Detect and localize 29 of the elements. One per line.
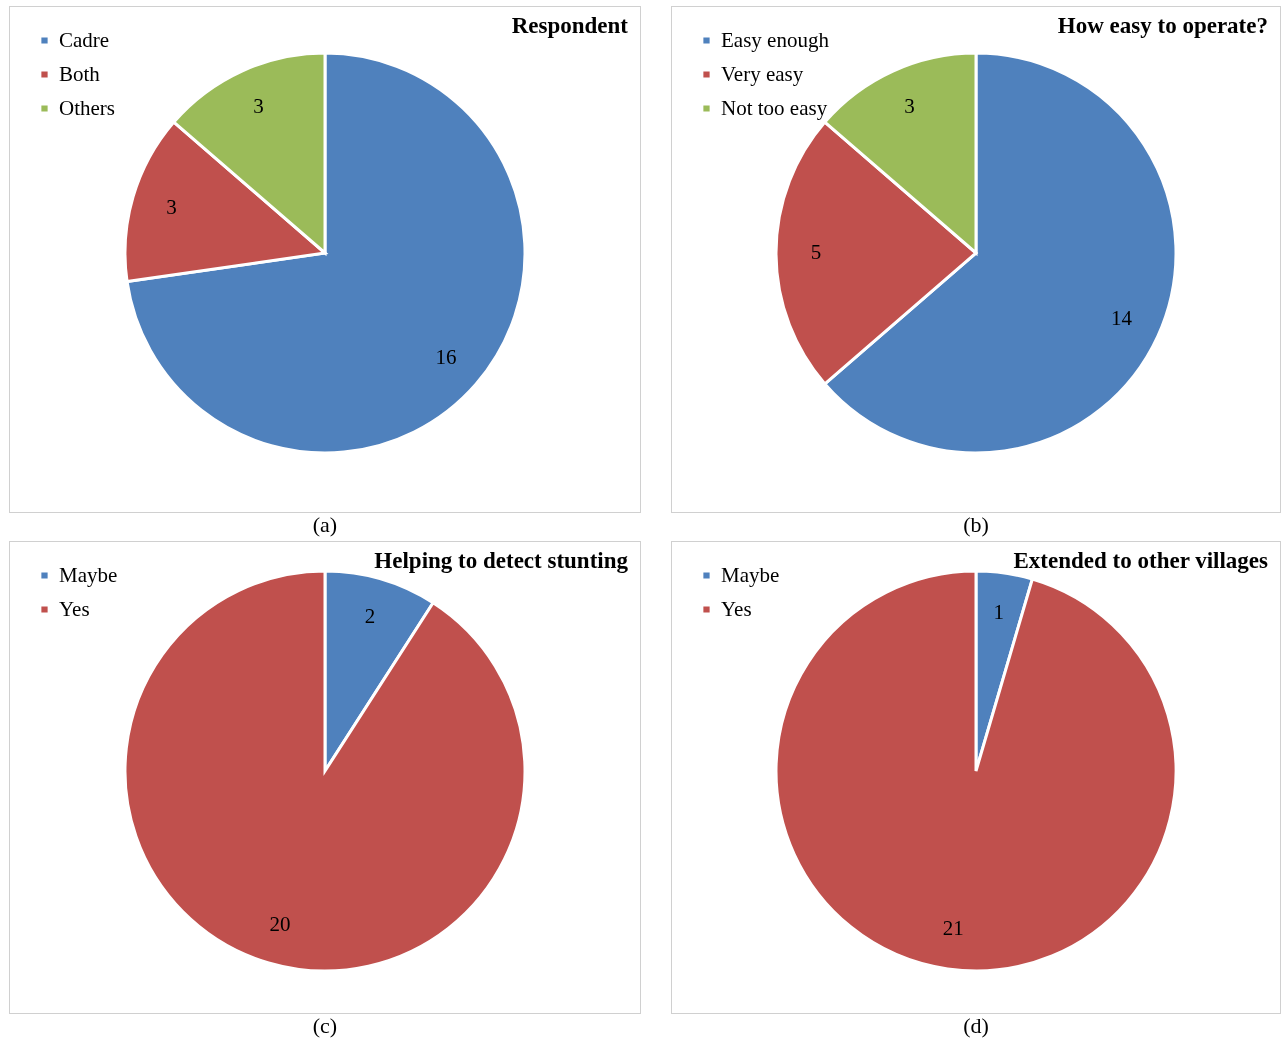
data-label: 3 (253, 94, 264, 119)
data-label: 5 (810, 240, 822, 264)
legend-label: Maybe (721, 562, 780, 587)
text: (a) (312, 512, 338, 537)
text: (c) (312, 1013, 338, 1038)
legend-label: Maybe (59, 562, 118, 587)
legend-label: Not too easy (721, 95, 828, 120)
chart-title: Extended to other villages (1013, 548, 1269, 573)
pie-slice (125, 51, 527, 455)
text: (d) (963, 1013, 989, 1038)
legend-label: Both (59, 61, 101, 86)
legend-label: Very easy (721, 61, 804, 86)
data-label: 20 (269, 911, 291, 936)
legend-label: Yes (721, 596, 752, 621)
data-label: 14 (1111, 306, 1133, 331)
legend-label: Easy enough (721, 27, 830, 52)
data-label: 3 (166, 194, 177, 219)
legend-label: Cadre (59, 27, 110, 52)
data-label: 16 (435, 344, 457, 369)
data-label: 2 (364, 604, 376, 629)
chart-title: How easy to operate? (1057, 13, 1268, 38)
chart-title: Helping to detect stunting (374, 548, 629, 573)
chart-title: Respondent (511, 13, 629, 38)
data-label: 1 (993, 599, 1005, 624)
legend-label: Yes (59, 596, 90, 621)
data-label: 21 (942, 916, 964, 941)
data-label: 3 (904, 94, 915, 119)
text: (b) (963, 512, 989, 537)
legend-label: Others (59, 95, 115, 120)
